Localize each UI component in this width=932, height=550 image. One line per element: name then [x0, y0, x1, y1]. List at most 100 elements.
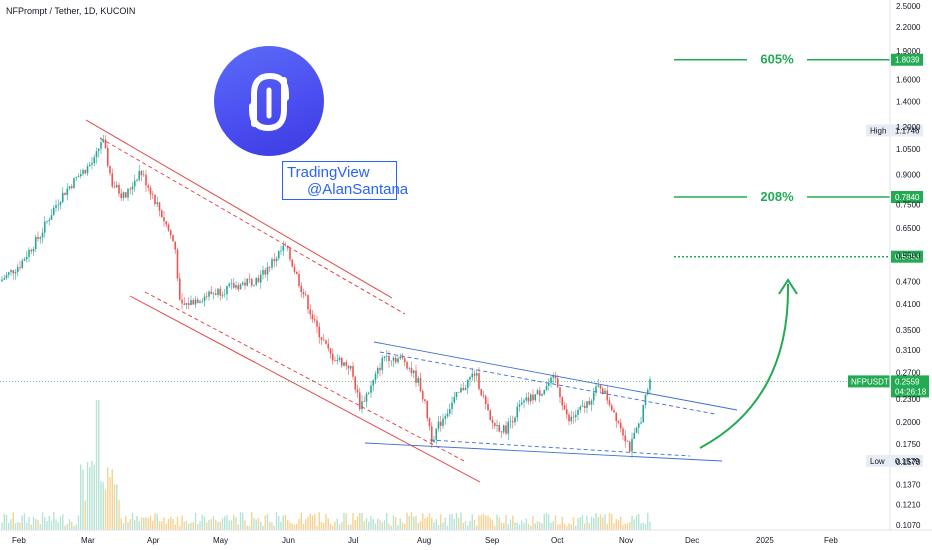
volume-bar [300, 512, 302, 530]
candle-body [646, 389, 649, 395]
candle-body [491, 419, 494, 423]
volume-bar [170, 516, 172, 530]
volume-bar [487, 515, 489, 530]
high-value: 1.1746 [895, 126, 920, 135]
candle-body [426, 401, 429, 419]
volume-bar [608, 513, 611, 530]
candle-body [583, 405, 586, 408]
candle-body [376, 367, 379, 374]
candle-body [383, 356, 386, 358]
candle-body [498, 425, 501, 432]
candle-body [626, 441, 629, 442]
volume-bar [291, 523, 293, 530]
candle-body [320, 337, 323, 340]
volume-bar [246, 525, 248, 530]
volume-bar [212, 516, 215, 530]
candle-body [464, 388, 467, 391]
candle-body [205, 296, 208, 298]
volume-bar [102, 482, 104, 530]
volume-bar [37, 519, 39, 530]
candlestick-series [1, 134, 651, 459]
candle-body [435, 428, 438, 440]
candle-body [122, 192, 125, 199]
volume-bar [338, 524, 341, 530]
candle-body [266, 266, 269, 275]
time-axis[interactable]: Feb Mar Apr May Jun Jul Aug Sep Oct Nov Dec 2025 Feb [0, 529, 932, 545]
target-percent-label: 605% [760, 52, 794, 67]
candle-body [496, 425, 498, 426]
candle-body [185, 303, 188, 305]
volume-bar [374, 523, 377, 530]
volume-bar [597, 516, 599, 530]
volume-bar [284, 514, 287, 530]
candle-body [77, 176, 80, 178]
volume-bar [343, 512, 345, 530]
price-axis[interactable]: 2.5000 2.2000 1.9000 1.6000 1.4000 1.2000 1.05… [889, 0, 921, 530]
volume-bar [199, 521, 201, 530]
volume-bar [302, 523, 305, 530]
volume-bar [325, 514, 327, 530]
volume-bar [586, 515, 588, 530]
volume-bar [347, 524, 350, 530]
candle-body [138, 171, 141, 180]
candle-body [129, 188, 132, 190]
candle-body [471, 373, 474, 378]
volume-bar [143, 517, 145, 530]
volume-bar [507, 524, 509, 530]
candle-body [451, 402, 453, 410]
candle-body [399, 356, 402, 359]
candle-body [462, 387, 465, 391]
volume-bar [451, 513, 453, 530]
candle-body [133, 180, 136, 187]
candle-body [259, 274, 262, 283]
candle-body [568, 414, 570, 422]
volume-bar [287, 519, 289, 530]
volume-bar [136, 515, 138, 530]
candle-body [514, 417, 516, 423]
volume-bar [359, 512, 361, 530]
volume-bar [541, 523, 543, 530]
volume-bar [480, 515, 482, 530]
volume-bar [21, 515, 23, 530]
volume-bar [431, 517, 433, 530]
volume-bar [55, 519, 57, 530]
volume-bar [622, 524, 624, 530]
price-tick-label: 0.1210 [896, 501, 921, 510]
candle-body [597, 385, 600, 387]
volume-bar [208, 519, 210, 530]
volume-bar [39, 524, 41, 530]
candle-body [142, 174, 145, 176]
candle-body [172, 235, 174, 242]
volume-bar [149, 515, 152, 530]
candle-body [66, 188, 69, 195]
volume-bar [271, 522, 273, 530]
candle-body [327, 343, 330, 349]
volume-bar [548, 514, 550, 530]
candle-body [633, 432, 636, 439]
volume-bar [98, 400, 100, 530]
price-tick-label: 1.6000 [896, 76, 921, 85]
candle-body [106, 147, 109, 166]
volume-bar [620, 516, 622, 530]
volume-bar [73, 525, 75, 530]
nfprompt-logo-glyph [249, 72, 289, 132]
candle-body [192, 300, 195, 305]
candle-body [392, 357, 395, 361]
candle-body [457, 392, 460, 393]
volume-bar [462, 522, 464, 530]
candle-body [363, 401, 366, 402]
volume-bar [296, 523, 298, 530]
volume-bar [197, 523, 199, 530]
volume-bar [226, 514, 228, 530]
channel-mid-line [99, 137, 406, 315]
candle-body [203, 296, 206, 301]
tradingview-watermark: TradingView @AlanSantana [282, 161, 408, 200]
candle-body [628, 441, 631, 452]
volume-bar [521, 520, 523, 530]
channel-lower-dashed-line [144, 291, 467, 463]
wedge-upper-line [373, 341, 738, 411]
candle-body [446, 413, 449, 417]
volume-bar [264, 515, 266, 530]
candle-body [559, 387, 561, 398]
